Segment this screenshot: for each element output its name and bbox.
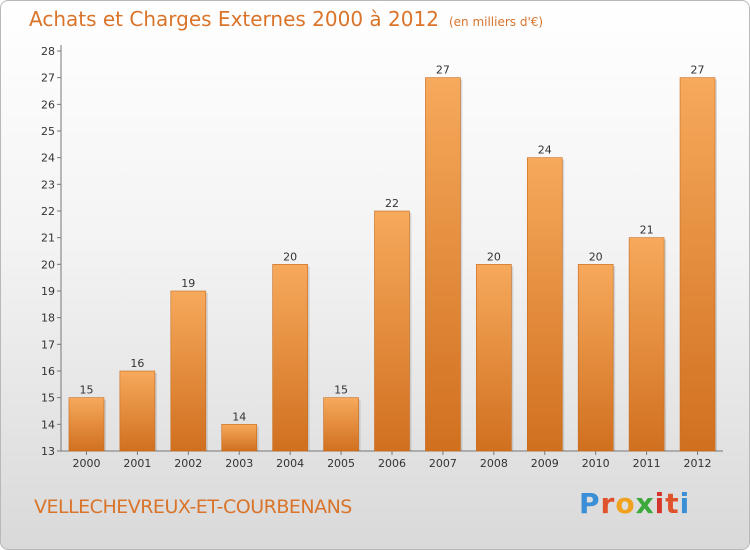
y-tick-label: 19 bbox=[41, 285, 55, 298]
bar-2008 bbox=[476, 264, 512, 452]
x-tick-label-2008: 2008 bbox=[480, 457, 508, 470]
y-tick-label: 13 bbox=[41, 445, 55, 458]
bar-2003 bbox=[221, 424, 258, 452]
bar-2002 bbox=[170, 290, 207, 452]
y-tick-label: 21 bbox=[41, 232, 55, 245]
x-tick-label-2006: 2006 bbox=[378, 457, 406, 470]
chart-axes: 13 14 15 16 17 18 19 20 21 22 23 24 25 26 27 28 bbox=[41, 45, 723, 458]
chart-bars bbox=[68, 77, 718, 452]
bar-2005 bbox=[323, 397, 359, 452]
y-tick-label: 24 bbox=[41, 152, 55, 165]
bar-2001 bbox=[119, 370, 156, 452]
bar-2010 bbox=[577, 264, 614, 452]
y-tick-label: 20 bbox=[41, 258, 55, 271]
data-label-2011: 21 bbox=[640, 224, 654, 237]
x-tick-label-2009: 2009 bbox=[531, 457, 559, 470]
y-tick-label: 14 bbox=[41, 418, 55, 431]
y-tick-label: 26 bbox=[41, 98, 55, 111]
data-label-2001: 16 bbox=[130, 357, 144, 370]
logo-letter: o bbox=[615, 487, 636, 520]
bar-2011 bbox=[628, 237, 665, 452]
x-tick-label-2012: 2012 bbox=[684, 457, 712, 470]
y-tick-label: 23 bbox=[41, 178, 55, 191]
data-label-2007: 27 bbox=[436, 64, 450, 77]
data-label-2005: 15 bbox=[334, 384, 348, 397]
data-label-2006: 22 bbox=[385, 197, 399, 210]
logo-letter: t bbox=[665, 487, 680, 520]
x-tick-label-2011: 2011 bbox=[633, 457, 661, 470]
y-tick-label: 17 bbox=[41, 338, 55, 351]
bar-2000 bbox=[68, 397, 105, 452]
y-tick-label: 28 bbox=[41, 45, 55, 58]
y-tick-label: 22 bbox=[41, 205, 55, 218]
data-label-2000: 15 bbox=[79, 384, 93, 397]
bar-2012 bbox=[679, 77, 716, 452]
data-label-2004: 20 bbox=[283, 250, 297, 263]
x-tick-label-2000: 2000 bbox=[72, 457, 100, 470]
x-tick-label-2004: 2004 bbox=[276, 457, 304, 470]
chart-title: Achats et Charges Externes 2000 à 2012 (e… bbox=[29, 7, 543, 31]
commune-name: VELLECHEVREUX-ET-COURBENANS bbox=[34, 496, 352, 518]
logo-letter: P bbox=[579, 487, 601, 520]
data-label-2008: 20 bbox=[487, 250, 501, 263]
chart-subtitle: (en milliers d'€) bbox=[448, 15, 544, 29]
x-tick-label-2010: 2010 bbox=[582, 457, 610, 470]
y-tick-label: 25 bbox=[41, 125, 55, 138]
bar-2007 bbox=[425, 77, 461, 452]
x-tick-label-2001: 2001 bbox=[123, 457, 151, 470]
chart-labels: 15 2000 16 2001 19 2002 14 2003 20 2004 15 2005 22 20… bbox=[72, 64, 711, 470]
bar-2004 bbox=[272, 264, 308, 452]
data-label-2002: 19 bbox=[181, 277, 195, 290]
y-tick-label: 18 bbox=[41, 312, 55, 325]
logo-letter: i bbox=[679, 487, 691, 520]
bar-2006 bbox=[374, 210, 410, 452]
y-tick-label: 27 bbox=[41, 72, 55, 85]
logo-letter: i bbox=[654, 487, 666, 520]
x-tick-label-2002: 2002 bbox=[174, 457, 202, 470]
x-tick-label-2003: 2003 bbox=[225, 457, 253, 470]
proxiti-logo: Proxiti bbox=[579, 487, 690, 520]
data-label-2009: 24 bbox=[538, 144, 552, 157]
data-label-2003: 14 bbox=[232, 410, 246, 423]
data-label-2012: 27 bbox=[691, 64, 705, 77]
logo-letter: r bbox=[600, 487, 616, 520]
data-label-2010: 20 bbox=[589, 250, 603, 263]
x-tick-label-2007: 2007 bbox=[429, 457, 457, 470]
chart-title-text: Achats et Charges Externes 2000 à 2012 bbox=[29, 7, 439, 31]
y-tick-label: 15 bbox=[41, 392, 55, 405]
bar-2009 bbox=[526, 157, 563, 452]
y-tick-label: 16 bbox=[41, 365, 55, 378]
x-tick-label-2005: 2005 bbox=[327, 457, 355, 470]
logo-letter: x bbox=[635, 487, 655, 520]
